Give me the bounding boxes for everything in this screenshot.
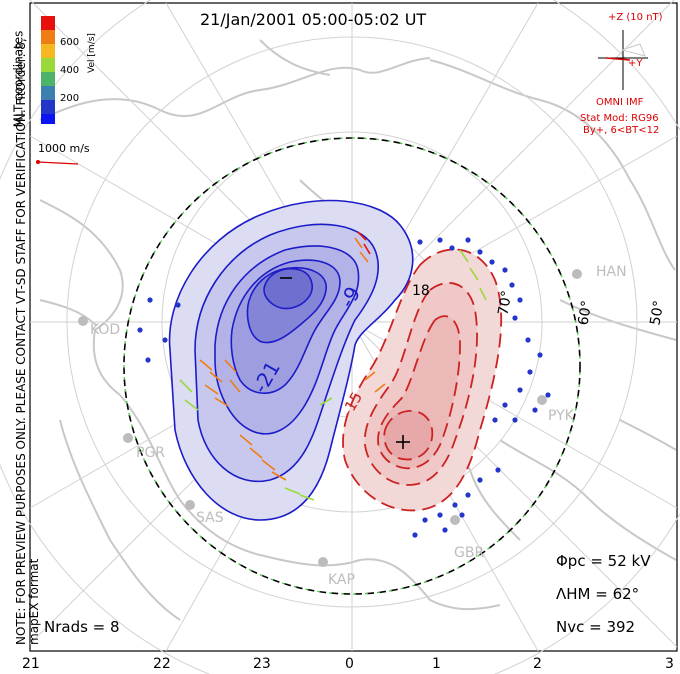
velocity-vectors — [137, 231, 551, 538]
hm-boundary-green — [123, 137, 581, 595]
colorbar-title: Vel [m/s] — [86, 33, 97, 73]
map-title: 21/Jan/2001 05:00-05:02 UT — [200, 10, 427, 29]
site-pyk: PYK — [548, 408, 574, 424]
imf-y-label: +Y — [628, 58, 643, 69]
colorbar — [41, 16, 55, 124]
site-markers — [78, 269, 582, 567]
positive-potential-cell — [342, 248, 503, 512]
negative-potential-cell — [168, 199, 414, 521]
site-han: HAN — [596, 264, 627, 280]
scale-bar — [36, 160, 79, 165]
n-vc-value: Nvc = 392 — [556, 618, 636, 636]
scale-label: 1000 m/s — [38, 142, 90, 155]
mlt-tick-22: 22 — [153, 656, 171, 672]
colorbar-tick-200: 200 — [60, 93, 80, 104]
imf-dial — [598, 30, 648, 90]
imf-condition: By+, 6<BT<12 — [583, 125, 660, 136]
colorbar-tick-400: 400 — [60, 65, 80, 76]
mlt-tick-0: 0 — [345, 656, 354, 672]
phi-pc-value: Φpc = 52 kV — [556, 552, 651, 570]
site-kod: KOD — [90, 322, 121, 338]
n-rads-value: Nrads = 8 — [44, 618, 120, 636]
mlt-tick-1: 1 — [432, 656, 441, 672]
potential-max-marker — [396, 435, 410, 449]
site-kap: KAP — [328, 572, 355, 588]
stat-model: Stat Mod: RG96 — [580, 113, 659, 124]
mlt-tick-23: 23 — [253, 656, 271, 672]
site-pgr: PGR — [136, 445, 166, 461]
hm-boundary — [123, 137, 581, 595]
site-sas: SAS — [196, 510, 224, 526]
lambda-hm-value: ΛHM = 62° — [556, 585, 640, 603]
mlt-tick-21: 21 — [22, 656, 40, 672]
mlt-tick-3: 3 — [665, 656, 674, 672]
site-gbr: GBR — [454, 545, 485, 561]
contour-label-18: 18 — [412, 283, 430, 299]
imf-z-label: +Z (10 nT) — [608, 12, 663, 23]
colorbar-tick-600: 600 — [60, 37, 80, 48]
imf-source: OMNI IMF — [596, 97, 644, 108]
coordinates-label: MLT coordinates — [11, 30, 26, 128]
mlt-tick-2: 2 — [533, 656, 542, 672]
